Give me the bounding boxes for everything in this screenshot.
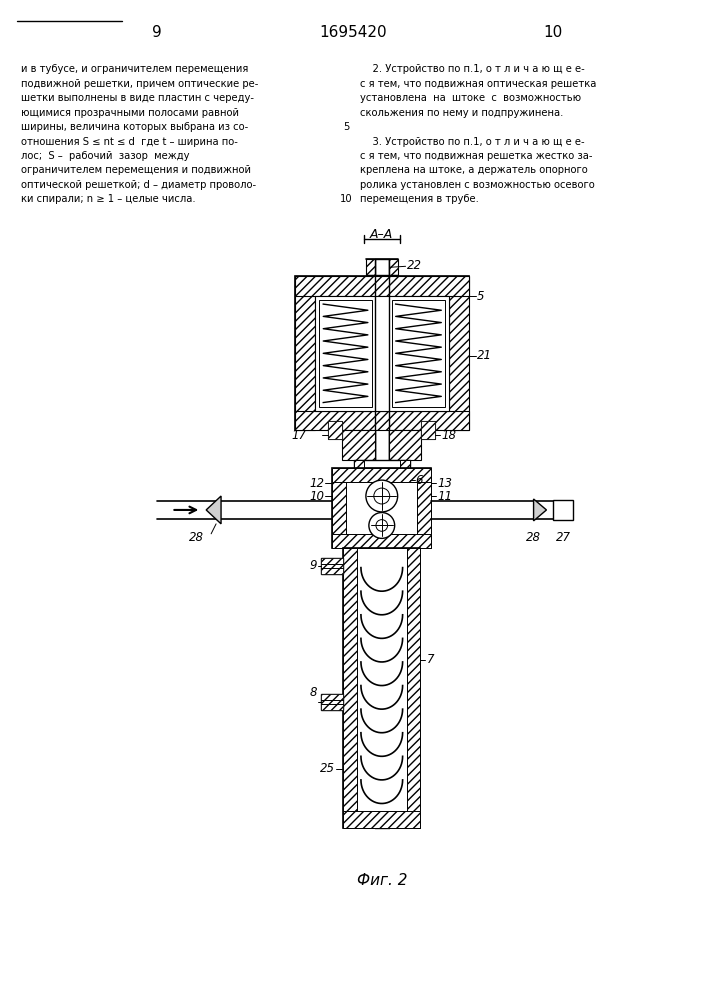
Text: отношения S ≤ nt ≤ d  где t – ширина по-: отношения S ≤ nt ≤ d где t – ширина по-: [21, 137, 238, 147]
Text: 12: 12: [309, 477, 325, 490]
Polygon shape: [296, 276, 315, 430]
Text: 10: 10: [309, 490, 325, 503]
Polygon shape: [328, 421, 342, 439]
Text: с я тем, что подвижная оптическая решетка: с я тем, что подвижная оптическая решетк…: [360, 79, 596, 89]
Polygon shape: [389, 259, 397, 275]
Polygon shape: [534, 499, 547, 521]
Text: 9: 9: [310, 559, 317, 572]
Polygon shape: [321, 558, 343, 574]
Text: 8: 8: [310, 686, 317, 699]
Bar: [354, 460, 409, 468]
Polygon shape: [332, 534, 431, 548]
Text: ющимися прозрачными полосами равной: ющимися прозрачными полосами равной: [21, 108, 239, 118]
Bar: [296, 276, 469, 430]
Text: оптической решеткой; d – диаметр проволо-: оптической решеткой; d – диаметр проволо…: [21, 180, 256, 190]
Polygon shape: [332, 468, 431, 482]
Bar: [320, 300, 372, 407]
Text: 17: 17: [291, 429, 306, 442]
Bar: [332, 468, 431, 548]
Text: 2. Устройство по п.1, о т л и ч а ю щ е е-: 2. Устройство по п.1, о т л и ч а ю щ е …: [360, 64, 585, 74]
Text: и в тубусе, и ограничителем перемещения: и в тубусе, и ограничителем перемещения: [21, 64, 248, 74]
Text: ролика установлен с возможностью осевого: ролика установлен с возможностью осевого: [360, 180, 595, 190]
Polygon shape: [421, 421, 436, 439]
Polygon shape: [343, 811, 421, 828]
Text: ки спирали; n ≥ 1 – целые числа.: ки спирали; n ≥ 1 – целые числа.: [21, 194, 195, 204]
Text: 3. Устройство по п.1, о т л и ч а ю щ е е-: 3. Устройство по п.1, о т л и ч а ю щ е …: [360, 137, 585, 147]
Bar: [392, 300, 445, 407]
Text: 13: 13: [438, 477, 452, 490]
Text: с я тем, что подвижная решетка жестко за-: с я тем, что подвижная решетка жестко за…: [360, 151, 592, 161]
Text: 18: 18: [441, 429, 456, 442]
Text: 5: 5: [477, 290, 484, 303]
Polygon shape: [418, 468, 431, 548]
Text: 28: 28: [526, 531, 541, 544]
Text: ширины, величина которых выбрана из со-: ширины, величина которых выбрана из со-: [21, 122, 248, 132]
Polygon shape: [321, 694, 343, 710]
Text: 11: 11: [438, 490, 452, 503]
Text: креплена на штоке, а держатель опорного: креплена на штоке, а держатель опорного: [360, 165, 588, 175]
Polygon shape: [449, 276, 469, 430]
Polygon shape: [399, 460, 409, 468]
Text: подвижной решетки, причем оптические ре-: подвижной решетки, причем оптические ре-: [21, 79, 258, 89]
Text: 25: 25: [320, 762, 335, 775]
Text: скольжения по нему и подпружинена.: скольжения по нему и подпружинена.: [360, 108, 563, 118]
Text: 1695420: 1695420: [319, 25, 387, 40]
Text: 10: 10: [544, 25, 563, 40]
Text: 5: 5: [343, 122, 349, 132]
Text: 10: 10: [340, 194, 352, 204]
Circle shape: [374, 488, 390, 504]
Polygon shape: [206, 496, 221, 524]
Text: шетки выполнены в виде пластин с череду-: шетки выполнены в виде пластин с череду-: [21, 93, 254, 103]
Polygon shape: [389, 430, 421, 460]
Polygon shape: [354, 460, 364, 468]
Polygon shape: [342, 430, 375, 460]
Text: 21: 21: [477, 349, 492, 362]
Polygon shape: [296, 410, 469, 430]
Polygon shape: [296, 276, 469, 296]
Polygon shape: [343, 548, 357, 828]
Text: 28: 28: [189, 531, 204, 544]
Polygon shape: [407, 548, 421, 828]
Text: ограничителем перемещения и подвижной: ограничителем перемещения и подвижной: [21, 165, 251, 175]
Text: перемещения в трубе.: перемещения в трубе.: [360, 194, 479, 204]
Bar: [328, 421, 342, 439]
Bar: [554, 500, 573, 520]
Bar: [321, 558, 343, 574]
Bar: [315, 296, 449, 410]
Text: А–А: А–А: [370, 228, 393, 241]
Bar: [375, 259, 389, 828]
Bar: [321, 694, 343, 710]
Text: установлена  на  штоке  с  возможностью: установлена на штоке с возможностью: [360, 93, 581, 103]
Bar: [343, 548, 421, 828]
Bar: [357, 548, 407, 811]
Text: лос;  S –  рабочий  зазор  между: лос; S – рабочий зазор между: [21, 151, 189, 161]
Text: 7: 7: [426, 653, 434, 666]
Bar: [421, 421, 436, 439]
Text: 22: 22: [407, 259, 421, 272]
Text: 9: 9: [152, 25, 161, 40]
Circle shape: [366, 480, 397, 512]
Circle shape: [376, 520, 387, 531]
Text: 27: 27: [556, 531, 571, 544]
Bar: [346, 482, 418, 534]
Polygon shape: [366, 259, 375, 275]
Text: Фиг. 2: Фиг. 2: [356, 873, 407, 888]
Text: 6: 6: [416, 474, 423, 487]
Circle shape: [369, 513, 395, 538]
Polygon shape: [332, 468, 346, 548]
